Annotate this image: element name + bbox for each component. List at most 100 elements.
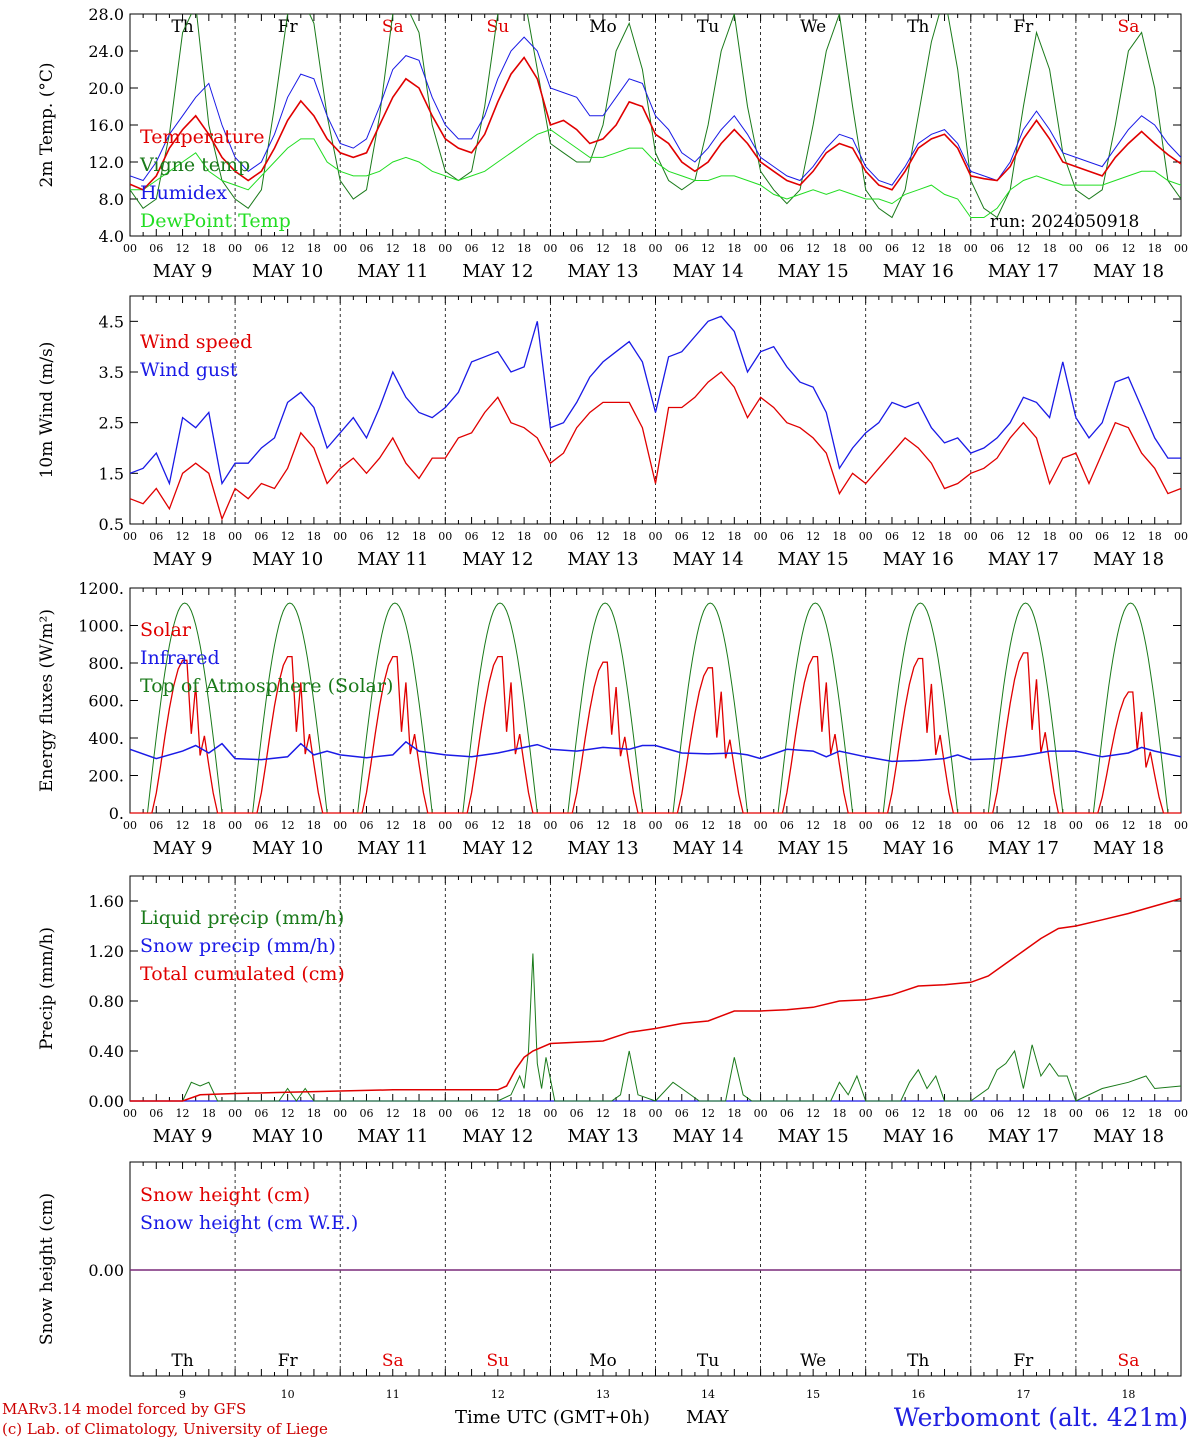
series-line-temperature — [130, 56, 1181, 191]
hour-tick-label: 06 — [675, 1107, 689, 1120]
hour-tick-label: 00 — [754, 242, 768, 255]
hour-tick-label: 18 — [307, 819, 321, 832]
hour-tick-label: 00 — [1069, 819, 1083, 832]
hour-tick-label: 12 — [911, 819, 925, 832]
hour-tick-label: 06 — [1095, 242, 1109, 255]
hour-tick-label: 12 — [596, 1107, 610, 1120]
hour-tick-label: 18 — [1043, 819, 1057, 832]
day-date-label: MAY 9 — [153, 838, 213, 859]
hour-tick-label: 18 — [727, 1107, 741, 1120]
hour-tick-label: 00 — [123, 1107, 137, 1120]
hour-tick-label: 18 — [517, 242, 531, 255]
hour-tick-label: 00 — [333, 242, 347, 255]
hour-tick-label: 00 — [228, 1107, 242, 1120]
hour-tick-label: 18 — [307, 1107, 321, 1120]
hour-tick-label: 18 — [202, 530, 216, 543]
legend-entry: Temperature — [140, 126, 264, 148]
y-tick-label: 0.80 — [88, 992, 124, 1011]
hour-tick-label: 06 — [570, 819, 584, 832]
hour-tick-label: 00 — [333, 1107, 347, 1120]
hour-tick-label: 06 — [570, 1107, 584, 1120]
day-date-label: MAY 16 — [883, 261, 954, 282]
day-number-label: 12 — [491, 1388, 505, 1401]
hour-tick-label: 06 — [780, 242, 794, 255]
hour-tick-label: 12 — [491, 530, 505, 543]
day-name-label: Th — [907, 1351, 929, 1371]
hour-tick-label: 18 — [622, 530, 636, 543]
hour-tick-label: 18 — [1148, 819, 1162, 832]
hour-tick-label: 00 — [1174, 1107, 1188, 1120]
x-axis-title: Time UTC (GMT+0h) — [455, 1407, 650, 1428]
series-line-total-cumulated — [130, 897, 1182, 1102]
legend-entry: Snow height (cm W.E.) — [140, 1212, 358, 1234]
hour-tick-label: 18 — [1043, 1107, 1057, 1120]
y-tick-label: 400. — [88, 729, 124, 748]
day-date-label: MAY 12 — [462, 1126, 533, 1147]
hour-tick-label: 00 — [754, 1107, 768, 1120]
day-number-label: 13 — [596, 1388, 610, 1401]
hour-tick-label: 12 — [911, 1107, 925, 1120]
series-line-dewpoint-temp — [130, 129, 1181, 218]
day-name-label: Th — [171, 17, 193, 37]
hour-tick-label: 06 — [990, 530, 1004, 543]
day-date-label: MAY 16 — [883, 838, 954, 859]
hour-tick-label: 18 — [727, 819, 741, 832]
hour-tick-label: 00 — [964, 819, 978, 832]
y-tick-label: 4.5 — [99, 312, 124, 331]
hour-tick-label: 06 — [1095, 530, 1109, 543]
y-tick-label: 1.5 — [99, 464, 124, 483]
day-name-label: Fr — [1013, 17, 1034, 37]
hour-tick-label: 00 — [859, 530, 873, 543]
hour-tick-label: 06 — [1095, 1107, 1109, 1120]
y-tick-label: 1.20 — [88, 942, 124, 961]
hour-tick-label: 12 — [1016, 819, 1030, 832]
day-date-label: MAY 16 — [883, 549, 954, 570]
day-date-label: MAY 15 — [778, 549, 849, 570]
hour-tick-label: 06 — [780, 530, 794, 543]
hour-tick-label: 12 — [386, 530, 400, 543]
day-date-label: MAY 18 — [1093, 261, 1164, 282]
day-date-label: MAY 10 — [252, 1126, 323, 1147]
hour-tick-label: 00 — [1069, 530, 1083, 543]
hour-tick-label: 12 — [596, 242, 610, 255]
series-line-vigne-temp — [130, 14, 1181, 219]
day-date-label: MAY 18 — [1093, 838, 1164, 859]
y-tick-label: 8.0 — [99, 190, 124, 209]
y-tick-label: 0.5 — [99, 515, 124, 534]
series-line-wind-speed — [129, 371, 1182, 521]
copyright-credit: (c) Lab. of Climatology, University of L… — [2, 1420, 328, 1438]
y-tick-label: 0.00 — [88, 1261, 124, 1280]
hour-tick-label: 00 — [964, 1107, 978, 1120]
day-date-label: MAY 17 — [988, 261, 1059, 282]
hour-tick-label: 00 — [649, 530, 663, 543]
hour-tick-label: 00 — [649, 1107, 663, 1120]
hour-tick-label: 18 — [622, 242, 636, 255]
hour-tick-label: 12 — [386, 242, 400, 255]
legend-entry: Snow precip (mm/h) — [140, 935, 336, 957]
series-line-infrared — [129, 740, 1182, 763]
hour-tick-label: 18 — [622, 819, 636, 832]
legend-entry: Humidex — [140, 182, 227, 204]
hour-tick-label: 00 — [1069, 1107, 1083, 1120]
hour-tick-label: 12 — [1121, 819, 1135, 832]
hour-tick-label: 18 — [832, 530, 846, 543]
y-axis-label: Precip (mm/h) — [37, 927, 57, 1050]
series-line-wind-gust — [129, 315, 1181, 486]
x-axis-month: MAY — [686, 1407, 730, 1428]
day-date-label: MAY 13 — [567, 838, 638, 859]
day-date-label: MAY 12 — [462, 261, 533, 282]
y-tick-label: 600. — [88, 692, 124, 711]
legend-entry: Snow height (cm) — [140, 1184, 310, 1206]
hour-tick-label: 18 — [938, 530, 952, 543]
hour-tick-label: 00 — [228, 819, 242, 832]
hour-tick-label: 06 — [780, 1107, 794, 1120]
day-date-label: MAY 14 — [672, 261, 743, 282]
y-tick-label: 2.5 — [99, 414, 124, 433]
day-name-label: Th — [171, 1351, 193, 1371]
hour-tick-label: 12 — [701, 242, 715, 255]
legend-entry: Total cumulated (cm) — [140, 963, 345, 985]
hour-tick-label: 06 — [465, 530, 479, 543]
hour-tick-label: 06 — [780, 819, 794, 832]
day-date-label: MAY 17 — [988, 549, 1059, 570]
y-tick-label: 0. — [109, 804, 124, 823]
